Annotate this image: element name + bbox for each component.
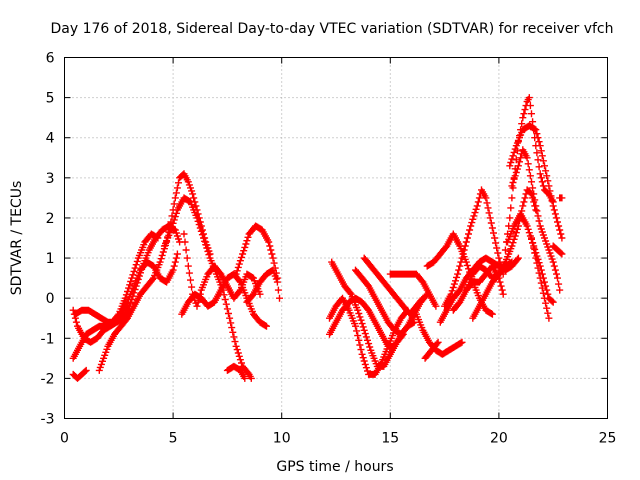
series-arc-26 <box>501 94 557 254</box>
data-point-markers <box>421 338 442 362</box>
series-arc-16 <box>360 254 427 318</box>
series-arc-17 <box>386 270 440 310</box>
x-tick-label: 0 <box>60 431 69 447</box>
series-arc-10 <box>223 362 249 382</box>
y-tick-label: 0 <box>46 291 55 307</box>
series-arc-9 <box>232 222 281 282</box>
series-arc-23 <box>469 186 540 322</box>
series-arc-31 <box>549 242 566 258</box>
series-arc-25 <box>449 262 507 314</box>
data-point-markers <box>412 310 466 358</box>
series-arc-4 <box>69 366 90 382</box>
series-arc-5 <box>95 170 214 374</box>
x-axis-label: GPS time / hours <box>276 459 393 475</box>
series-arc-18 <box>412 310 466 358</box>
y-tick-label: 6 <box>46 51 55 67</box>
y-tick-label: -3 <box>41 412 55 428</box>
series-arc-21 <box>441 186 507 310</box>
x-tick-label: 5 <box>169 431 178 447</box>
y-tick-label: 2 <box>46 211 55 227</box>
data-point-markers <box>232 222 281 282</box>
data-point-markers <box>95 170 214 374</box>
data-point-markers <box>223 362 249 382</box>
data-point-markers <box>441 186 507 310</box>
series-arc-11 <box>243 266 283 306</box>
series-arc-32 <box>556 194 566 202</box>
data-point-markers <box>386 270 440 310</box>
data-point-markers <box>69 366 90 382</box>
x-tick-label: 10 <box>273 431 291 447</box>
x-tick-label: 20 <box>490 431 508 447</box>
y-tick-label: -2 <box>41 371 55 387</box>
y-tick-label: 4 <box>46 131 55 147</box>
data-point-markers <box>243 266 283 306</box>
data-point-markers <box>506 122 566 242</box>
y-tick-label: 1 <box>46 251 55 267</box>
x-tick-label: 15 <box>381 431 399 447</box>
data-points <box>69 94 566 382</box>
series-arc-30 <box>528 234 553 322</box>
series-arc-14 <box>326 294 412 378</box>
data-point-markers <box>360 254 427 318</box>
series-arc-29 <box>508 146 564 294</box>
data-point-markers <box>449 262 507 314</box>
y-tick-label: -1 <box>41 331 55 347</box>
data-point-markers <box>508 146 564 294</box>
series-arc-27 <box>506 122 566 242</box>
data-point-markers <box>556 194 566 202</box>
data-point-markers <box>326 294 412 378</box>
y-tick-label: 3 <box>46 171 55 187</box>
data-point-markers <box>469 186 540 322</box>
chart-title: Day 176 of 2018, Sidereal Day-to-day VTE… <box>50 21 613 37</box>
data-point-markers <box>501 94 557 254</box>
data-point-markers <box>528 234 553 322</box>
axes: 0 5 10 15 20 25 -3 -2 -1 0 1 2 3 4 5 6 <box>41 51 617 447</box>
plot-frame <box>64 57 608 419</box>
y-tick-label: 5 <box>46 91 55 107</box>
series-arc-19 <box>421 338 442 362</box>
y-axis-label: SDTVAR / TECUs <box>9 181 25 296</box>
x-tick-label: 25 <box>599 431 617 447</box>
data-point-markers <box>549 242 566 258</box>
